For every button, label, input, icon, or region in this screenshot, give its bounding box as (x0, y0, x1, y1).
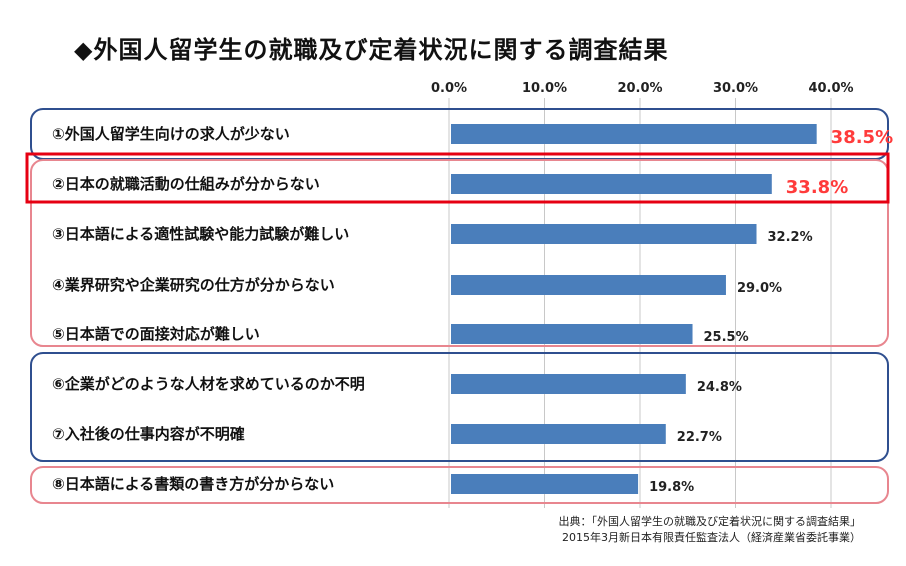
category-label: ⑤日本語での面接対応が難しい (52, 325, 260, 343)
bar (451, 424, 666, 444)
bar (451, 174, 772, 194)
value-label: 29.0% (737, 281, 782, 296)
value-label: 25.5% (704, 330, 749, 345)
group-box-6-7 (30, 352, 889, 462)
bar (451, 224, 757, 244)
bar (451, 124, 817, 144)
value-label: 19.8% (649, 480, 694, 495)
group-box-2-5 (30, 159, 889, 347)
x-tick-label: 40.0% (808, 81, 853, 96)
x-tick-label: 10.0% (522, 81, 567, 96)
value-label: 38.5% (831, 127, 893, 148)
category-label: ②日本の就職活動の仕組みが分からない (52, 175, 320, 193)
chart-title: ◆外国人留学生の就職及び定着状況に関する調査結果 (74, 36, 669, 64)
value-label: 22.7% (677, 430, 722, 445)
category-label: ⑧日本語による書類の書き方が分からない (52, 475, 334, 493)
bar (451, 374, 686, 394)
source-note: 出典：「外国人留学生の就職及び定着状況に関する調査結果」 2015年3月新日本有… (559, 514, 862, 546)
category-label: ③日本語による適性試験や能力試験が難しい (52, 225, 349, 243)
x-tick-label: 30.0% (713, 81, 758, 96)
value-label: 33.8% (786, 177, 848, 198)
category-label: ④業界研究や企業研究の仕方が分からない (52, 276, 335, 294)
x-tick-label: 20.0% (617, 81, 662, 96)
x-tick-label: 0.0% (431, 81, 467, 96)
category-label: ⑦入社後の仕事内容が不明確 (52, 425, 245, 443)
bar (451, 324, 693, 344)
source-line-1: 出典：「外国人留学生の就職及び定着状況に関する調査結果」 (558, 515, 862, 528)
bar (451, 275, 726, 295)
value-label: 24.8% (697, 380, 742, 395)
group-box-8 (30, 466, 889, 504)
value-label: 32.2% (768, 230, 813, 245)
bar (451, 474, 639, 494)
selection-highlight-box (25, 152, 890, 204)
source-line-2: 2015年3月新日本有限責任監査法人（経済産業省委託事業） (562, 531, 861, 544)
category-label: ①外国人留学生向けの求人が少ない (52, 125, 290, 143)
category-label: ⑥企業がどのような人材を求めているのか不明 (52, 375, 365, 393)
